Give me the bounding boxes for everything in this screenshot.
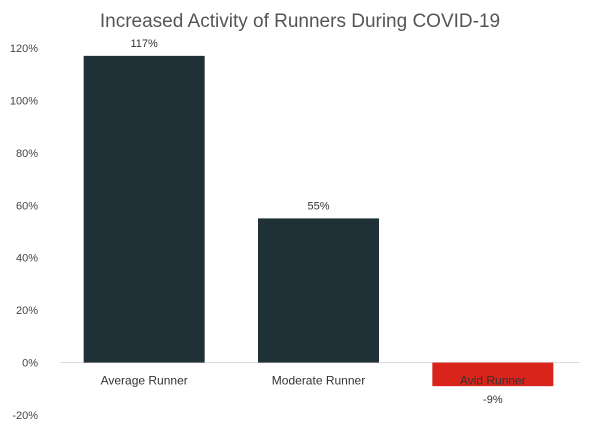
bar-moderate-runner [258, 218, 379, 363]
data-label: 55% [307, 200, 329, 212]
data-label: 117% [131, 38, 159, 50]
y-tick-label: 80% [16, 148, 38, 160]
data-labels: 117% 55% -9% [131, 38, 503, 406]
category-label: Avid Runner [460, 374, 526, 388]
y-tick-label: 0% [22, 358, 38, 370]
category-label: Average Runner [101, 374, 188, 388]
data-label: -9% [483, 394, 503, 406]
y-tick-label: 20% [16, 305, 38, 317]
chart-title: Increased Activity of Runners During COV… [100, 11, 500, 32]
y-tick-label: 40% [16, 253, 38, 265]
y-tick-label: 60% [16, 200, 38, 212]
y-tick-label: 100% [10, 95, 38, 107]
category-label: Moderate Runner [272, 374, 365, 388]
bars-group [83, 55, 554, 387]
y-axis: -20% 0% 20% 40% 60% 80% 100% 120% [10, 43, 38, 422]
bar-avid-runner [432, 362, 554, 387]
bar-average-runner [83, 55, 205, 363]
y-tick-label: 120% [10, 43, 38, 55]
y-tick-label: -20% [12, 410, 38, 422]
category-labels: Average Runner Moderate Runner Avid Runner [101, 374, 526, 388]
